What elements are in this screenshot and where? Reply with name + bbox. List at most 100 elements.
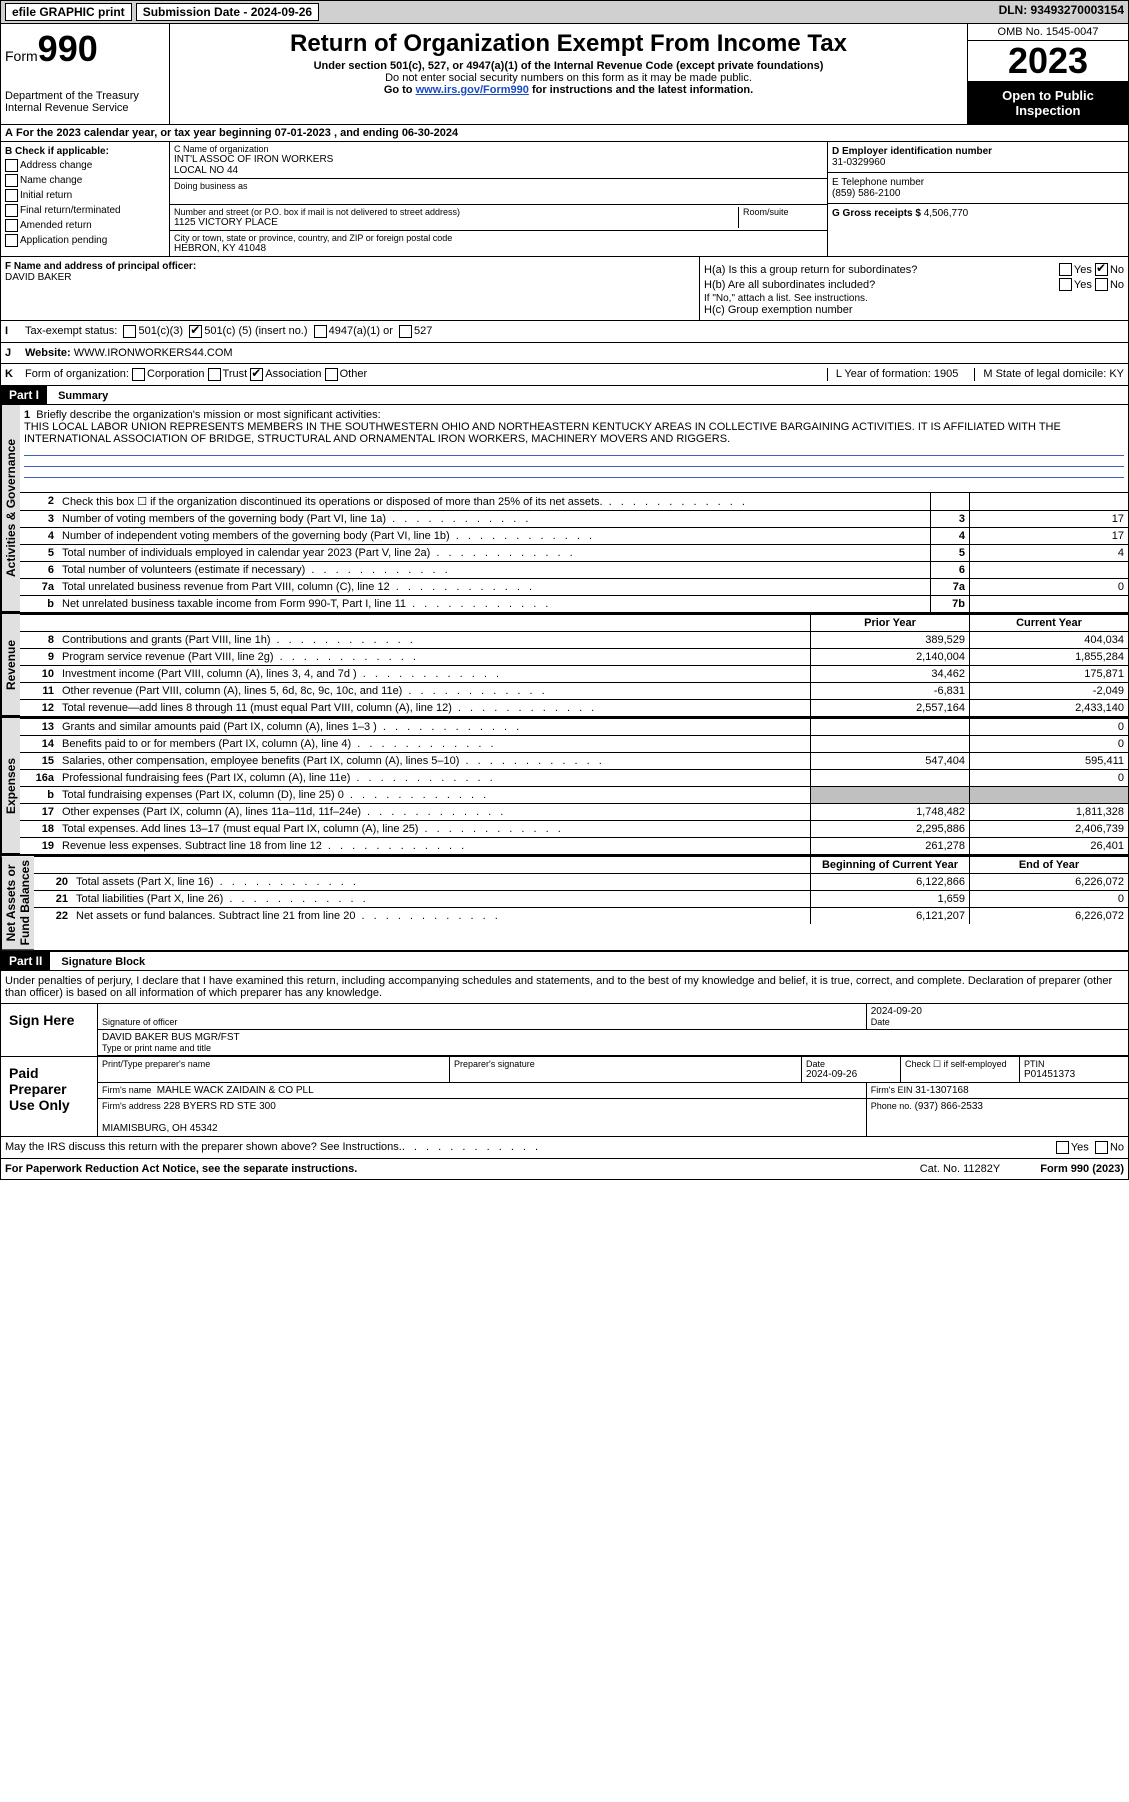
netassets-table: Beginning of Current Year End of Year20 … xyxy=(34,856,1128,924)
eoy-value: 6,226,072 xyxy=(970,874,1129,891)
527-checkbox[interactable] xyxy=(399,325,412,338)
revenue-table: Prior Year Current Year 8 Contributions a… xyxy=(20,614,1128,716)
spacer xyxy=(323,3,994,21)
i-label: I xyxy=(5,325,25,338)
dba-label: Doing business as xyxy=(174,181,823,191)
eoy-value: 0 xyxy=(970,891,1129,908)
prior-year-value: 2,295,886 xyxy=(811,821,970,838)
ha-yes-checkbox[interactable] xyxy=(1059,263,1072,276)
line-value xyxy=(970,596,1129,613)
line-num: 6 xyxy=(20,562,58,579)
current-year-value: 404,034 xyxy=(970,632,1129,649)
gross-receipts: 4,506,770 xyxy=(924,208,969,219)
current-year-value: 1,811,328 xyxy=(970,804,1129,821)
ha-yes: Yes xyxy=(1074,264,1092,276)
prior-year-value xyxy=(811,736,970,753)
ha-no-checkbox[interactable] xyxy=(1095,263,1108,276)
address-change-checkbox[interactable] xyxy=(5,159,18,172)
line-num: 8 xyxy=(20,632,58,649)
current-year-value: 0 xyxy=(970,770,1129,787)
line-num: 18 xyxy=(20,821,58,838)
e-label: E Telephone number xyxy=(832,177,924,188)
trust-checkbox[interactable] xyxy=(208,368,221,381)
tax-year: 2023 xyxy=(968,41,1128,82)
gray-cell xyxy=(970,787,1129,804)
501c-checkbox[interactable] xyxy=(189,325,202,338)
line-box: 6 xyxy=(931,562,970,579)
line-text: Total fundraising expenses (Part IX, col… xyxy=(58,787,811,804)
hb-no-checkbox[interactable] xyxy=(1095,278,1108,291)
final-return-checkbox[interactable] xyxy=(5,204,18,217)
corp-label: Corporation xyxy=(147,368,204,381)
prep-date: 2024-09-26 xyxy=(806,1069,896,1080)
current-year-header: Current Year xyxy=(970,615,1129,632)
hb-yes-checkbox[interactable] xyxy=(1059,278,1072,291)
firm-phone-label: Phone no. xyxy=(871,1101,912,1111)
line-text: Contributions and grants (Part VIII, lin… xyxy=(58,632,811,649)
line-num: b xyxy=(20,596,58,613)
line-num: 19 xyxy=(20,838,58,855)
line-box xyxy=(931,493,970,511)
subtitle-2: Do not enter social security numbers on … xyxy=(174,72,963,84)
form-number: 990 xyxy=(38,28,98,69)
501c-end: ) (insert no.) xyxy=(248,325,307,338)
line-text: Total liabilities (Part X, line 26) xyxy=(72,891,811,908)
corp-checkbox[interactable] xyxy=(132,368,145,381)
efile-button[interactable]: efile GRAPHIC print xyxy=(5,3,132,21)
line-num: 16a xyxy=(20,770,58,787)
discuss-no-checkbox[interactable] xyxy=(1095,1141,1108,1154)
state-domicile: M State of legal domicile: KY xyxy=(974,368,1124,381)
4947-checkbox[interactable] xyxy=(314,325,327,338)
line-num: b xyxy=(20,787,58,804)
discuss-yes: Yes xyxy=(1071,1142,1089,1154)
street-address: 1125 VICTORY PLACE xyxy=(174,217,738,228)
501c3-checkbox[interactable] xyxy=(123,325,136,338)
assoc-checkbox[interactable] xyxy=(250,368,263,381)
other-label: Other xyxy=(340,368,368,381)
prior-year-value: -6,831 xyxy=(811,683,970,700)
amended-return-checkbox[interactable] xyxy=(5,219,18,232)
cb-addr: Address change xyxy=(20,160,92,171)
paid-preparer-label: Paid Preparer Use Only xyxy=(1,1057,98,1136)
mission-label: Briefly describe the organization's miss… xyxy=(36,409,380,421)
line-text: Revenue less expenses. Subtract line 18 … xyxy=(58,838,811,855)
a-label: A xyxy=(5,127,13,139)
current-year-value: 175,871 xyxy=(970,666,1129,683)
name-change-checkbox[interactable] xyxy=(5,174,18,187)
line-text: Total assets (Part X, line 16) xyxy=(72,874,811,891)
sig-name: DAVID BAKER BUS MGR/FST xyxy=(102,1032,1124,1043)
other-checkbox[interactable] xyxy=(325,368,338,381)
vert-expenses: Expenses xyxy=(1,718,20,854)
irs-link[interactable]: www.irs.gov/Form990 xyxy=(416,84,529,96)
line-num: 21 xyxy=(34,891,72,908)
self-emp-label: Check ☐ if self-employed xyxy=(905,1059,1015,1070)
prior-year-header: Prior Year xyxy=(811,615,970,632)
line-value xyxy=(970,562,1129,579)
line-value: 4 xyxy=(970,545,1129,562)
line-text: Grants and similar amounts paid (Part IX… xyxy=(58,719,811,736)
prior-year-value xyxy=(811,719,970,736)
prep-date-label: Date xyxy=(806,1059,896,1069)
ha-label: H(a) Is this a group return for subordin… xyxy=(704,264,1059,276)
j-label: J xyxy=(5,347,25,359)
discuss-yes-checkbox[interactable] xyxy=(1056,1141,1069,1154)
prior-year-value: 261,278 xyxy=(811,838,970,855)
app-pending-checkbox[interactable] xyxy=(5,234,18,247)
expenses-table: 13 Grants and similar amounts paid (Part… xyxy=(20,718,1128,854)
phone-value: (859) 586-2100 xyxy=(832,188,900,199)
tax-year-row: A For the 2023 calendar year, or tax yea… xyxy=(1,125,1128,142)
line-text: Benefits paid to or for members (Part IX… xyxy=(58,736,811,753)
trust-label: Trust xyxy=(223,368,248,381)
j-text: Website: xyxy=(25,347,71,359)
hb-note: If "No," attach a list. See instructions… xyxy=(704,293,1124,304)
form-header: Form990 Department of the Treasury Inter… xyxy=(1,24,1128,125)
form-label: Form xyxy=(5,48,38,64)
initial-return-checkbox[interactable] xyxy=(5,189,18,202)
submission-date: Submission Date - 2024-09-26 xyxy=(136,3,319,21)
line-num: 5 xyxy=(20,545,58,562)
goto-suffix: for instructions and the latest informat… xyxy=(529,84,753,96)
cb-init: Initial return xyxy=(20,190,72,201)
hc-label: H(c) Group exemption number xyxy=(704,304,1124,316)
current-year-value: 1,855,284 xyxy=(970,649,1129,666)
line-text: Total expenses. Add lines 13–17 (must eq… xyxy=(58,821,811,838)
